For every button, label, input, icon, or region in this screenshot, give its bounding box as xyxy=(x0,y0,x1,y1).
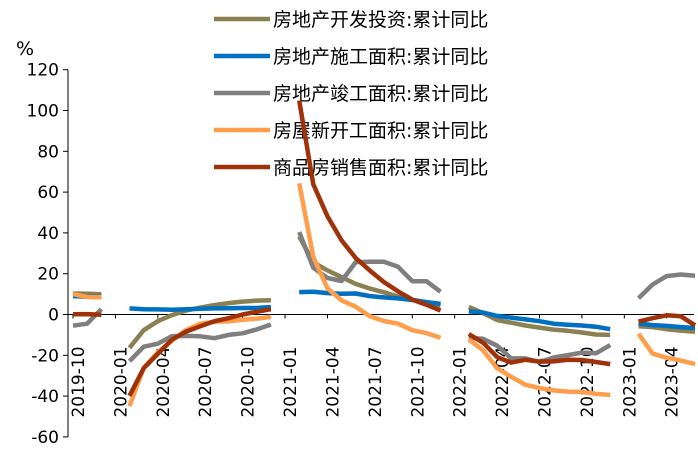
x-tick-label: 2020-10 xyxy=(239,346,259,417)
x-tick-label: 2020-04 xyxy=(154,346,174,417)
series-layer xyxy=(72,100,697,407)
x-tick-label: 2022-01 xyxy=(451,346,471,417)
x-tick-label: 2019-10 xyxy=(69,346,89,417)
series-line-5 xyxy=(72,100,697,397)
legend-label: 房地产施工面积:累计同比 xyxy=(273,46,488,68)
y-tick-label: 80 xyxy=(37,142,59,162)
x-tick-label: 2022-07 xyxy=(536,346,556,417)
legend-label: 房屋新开工面积:累计同比 xyxy=(273,120,488,142)
x-tick-label: 2021-01 xyxy=(281,346,301,417)
x-tick-label: 2021-04 xyxy=(323,346,343,417)
x-tick-label: 2020-07 xyxy=(196,346,216,417)
y-tick-label: -40 xyxy=(31,387,59,407)
y-tick-label: 120 xyxy=(27,61,59,81)
x-tick-label: 2021-10 xyxy=(408,346,428,417)
series-line-1 xyxy=(72,235,696,350)
x-tick-label: 2021-07 xyxy=(366,346,386,417)
y-tick-label: 0 xyxy=(48,306,59,326)
series-line-2 xyxy=(72,289,696,332)
x-tick-label: 2023-04 xyxy=(663,346,683,417)
x-tick-label: 2022-10 xyxy=(578,346,598,417)
y-tick-label: 40 xyxy=(37,224,59,244)
y-tick-label: 60 xyxy=(37,183,59,203)
series-line-4 xyxy=(72,182,696,407)
x-tick-label: 2020-01 xyxy=(111,346,131,417)
x-tick-label: 2022-04 xyxy=(493,346,513,417)
legend: 房地产开发投资:累计同比房地产施工面积:累计同比房地产竣工面积:累计同比房屋新开… xyxy=(214,9,488,179)
legend-label: 房地产开发投资:累计同比 xyxy=(273,9,488,31)
legend-label: 商品房销售面积:累计同比 xyxy=(273,157,488,179)
y-tick-label: -20 xyxy=(31,346,59,366)
y-tick-label: 20 xyxy=(37,265,59,285)
y-tick-label: -60 xyxy=(31,428,59,448)
axes: 120 100 80 60 40 20 0 -20 -40 -60 2019-10 2020-01 20… xyxy=(27,61,694,448)
y-axis-unit-label: % xyxy=(16,38,34,60)
y-tick-label: 100 xyxy=(27,102,59,122)
series-line-3 xyxy=(72,231,696,365)
x-tick-label: 2023-01 xyxy=(620,346,640,417)
legend-label: 房地产竣工面积:累计同比 xyxy=(273,83,488,105)
